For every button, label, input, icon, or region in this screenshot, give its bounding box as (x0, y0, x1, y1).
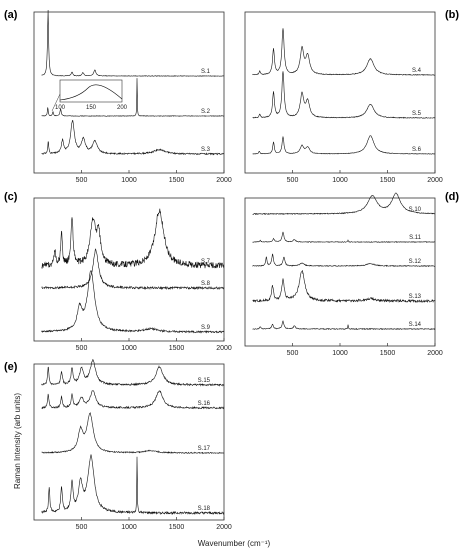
x-tick-label: 1000 (121, 177, 137, 184)
spectrum-line (252, 231, 435, 243)
spectrum-line (41, 412, 225, 455)
inset-frame (59, 79, 123, 103)
panel-b: (b) 500 1000 1500 2000 S.4 S.5 S.6 (244, 9, 459, 184)
x-tick-label: 1500 (169, 524, 185, 531)
panel-label: (e) (4, 361, 18, 373)
series-label: S.7 (201, 259, 211, 265)
inset-tick-label: 100 (55, 105, 66, 111)
x-tick-label: 1500 (169, 345, 185, 352)
series-label: S.5 (412, 111, 422, 117)
zoom-inset: 100 150 200 (51, 79, 128, 112)
panel-label: (a) (4, 9, 18, 21)
x-tick-label: 2000 (427, 350, 443, 357)
panel-label: (d) (445, 191, 459, 203)
spectrum-line (41, 454, 225, 516)
series-label: S.2 (201, 109, 211, 115)
x-tick-label: 2000 (427, 177, 443, 184)
spectrum-line (41, 78, 225, 117)
x-tick-label: 2000 (216, 524, 232, 531)
inset-tick-label: 150 (86, 105, 97, 111)
inset-spectrum-line (59, 84, 123, 101)
spectrum-line (252, 28, 436, 76)
spectrum-line (252, 192, 436, 216)
x-tick-label: 500 (76, 345, 88, 352)
x-tick-label: 500 (287, 177, 299, 184)
spectrum-line (252, 253, 436, 267)
inset-pointer-arrow (51, 93, 61, 112)
panel-d: (d) 500 1000 1500 2000 S.10 S.11 S.12 S.13 S.14 (244, 191, 459, 357)
panel-label: (b) (445, 9, 459, 21)
x-tick-label: 500 (287, 350, 299, 357)
x-tick-label: 1500 (380, 177, 396, 184)
spectrum-line (252, 135, 436, 155)
spectrum-line (41, 248, 225, 291)
x-tick-label: 1000 (332, 177, 348, 184)
x-axis-title: Wavenumber (cm⁻¹) (198, 539, 271, 548)
series-label: S.4 (412, 68, 422, 74)
series-label: S.3 (201, 147, 211, 153)
x-tick-label: 1000 (121, 524, 137, 531)
y-axis-title: Raman Intensity (arb units) (13, 393, 22, 489)
series-label: S.12 (409, 259, 422, 265)
series-label: S.9 (201, 325, 211, 331)
plot-frame (33, 197, 225, 342)
series-label: S.10 (409, 207, 422, 213)
plot-frame (244, 197, 436, 347)
series-label: S.6 (412, 147, 422, 153)
x-tick-label: 1000 (121, 345, 137, 352)
spectrum-line (41, 119, 224, 156)
series-label: S.16 (198, 401, 211, 407)
spectrum-line (41, 208, 225, 270)
spectrum-line (41, 390, 225, 410)
spectrum-line (41, 9, 225, 77)
x-tick-label: 500 (76, 524, 88, 531)
series-label: S.13 (409, 294, 422, 300)
x-tick-label: 500 (76, 177, 88, 184)
panel-a: (a) 500 1000 1500 2000 S.1 S.2 S.3 100 150 200 (4, 9, 232, 184)
spectrum-line (252, 270, 436, 304)
spectrum-line (41, 270, 225, 334)
x-tick-label: 2000 (216, 345, 232, 352)
series-label: S.17 (198, 446, 211, 452)
series-label: S.8 (201, 281, 211, 287)
series-label: S.15 (198, 378, 211, 384)
x-tick-label: 1500 (380, 350, 396, 357)
series-label: S.14 (409, 322, 422, 328)
spectrum-line (252, 320, 436, 331)
x-tick-label: 2000 (216, 177, 232, 184)
series-label: S.18 (198, 506, 211, 512)
panel-label: (c) (4, 191, 18, 203)
spectrum-line (41, 358, 225, 387)
panel-c: (c) 500 1000 1500 2000 S.7 S.8 S.9 (4, 191, 232, 352)
spectrum-line (252, 71, 436, 119)
x-tick-label: 1000 (332, 350, 348, 357)
series-label: S.11 (409, 235, 422, 241)
x-tick-label: 1500 (169, 177, 185, 184)
panel-e: (e) 500 1000 1500 2000 S.15 S.16 S.17 S.18 (4, 358, 232, 531)
inset-tick-label: 200 (117, 105, 128, 111)
series-label: S.1 (201, 69, 211, 75)
